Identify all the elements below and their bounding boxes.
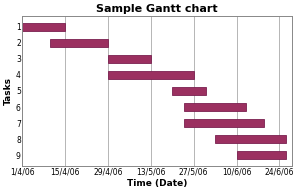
Bar: [184, 103, 246, 111]
Bar: [108, 55, 151, 63]
Bar: [22, 23, 65, 31]
Bar: [236, 151, 286, 159]
Bar: [172, 87, 206, 95]
Bar: [215, 135, 286, 143]
X-axis label: Time (Date): Time (Date): [127, 179, 187, 188]
Y-axis label: Tasks: Tasks: [4, 77, 13, 105]
Bar: [108, 71, 194, 79]
Bar: [184, 119, 264, 127]
Bar: [50, 39, 108, 47]
Title: Sample Gantt chart: Sample Gantt chart: [96, 4, 218, 14]
